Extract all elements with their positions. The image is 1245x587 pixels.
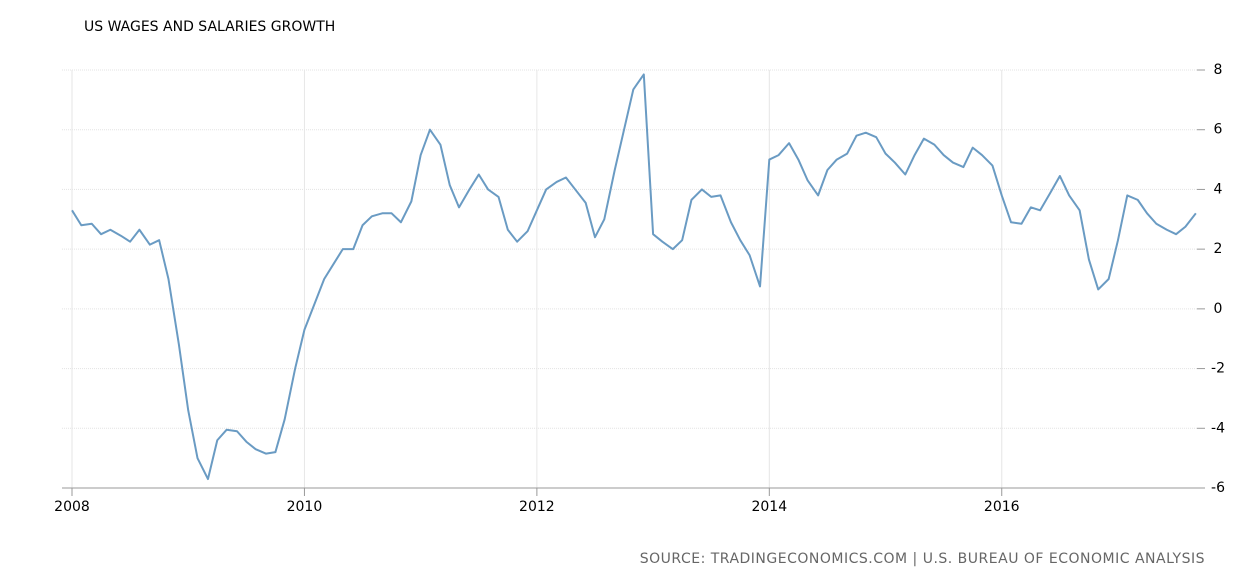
- y-tick-label: -6: [1211, 480, 1225, 496]
- x-tick-label: 2010: [287, 499, 323, 515]
- source: SOURCE: TRADINGECONOMICS.COM | U.S. BURE…: [640, 551, 1205, 567]
- data-line: [71, 73, 1197, 481]
- y-tick-label: -4: [1211, 420, 1225, 436]
- chart-title: US WAGES AND SALARIES GROWTH: [84, 19, 335, 35]
- y-tick-label: 0: [1214, 301, 1223, 317]
- y-tick-label: 2: [1214, 241, 1223, 257]
- x-tick-label: 2012: [519, 499, 555, 515]
- x-tick-label: 2016: [984, 499, 1020, 515]
- y-tick-label: 4: [1214, 181, 1223, 197]
- y-tick-label: -2: [1211, 361, 1225, 377]
- x-tick-label: 2008: [54, 499, 90, 515]
- y-tick-label: 6: [1214, 122, 1223, 138]
- y-tick-label: 8: [1214, 62, 1223, 78]
- x-tick-label: 2014: [751, 499, 787, 515]
